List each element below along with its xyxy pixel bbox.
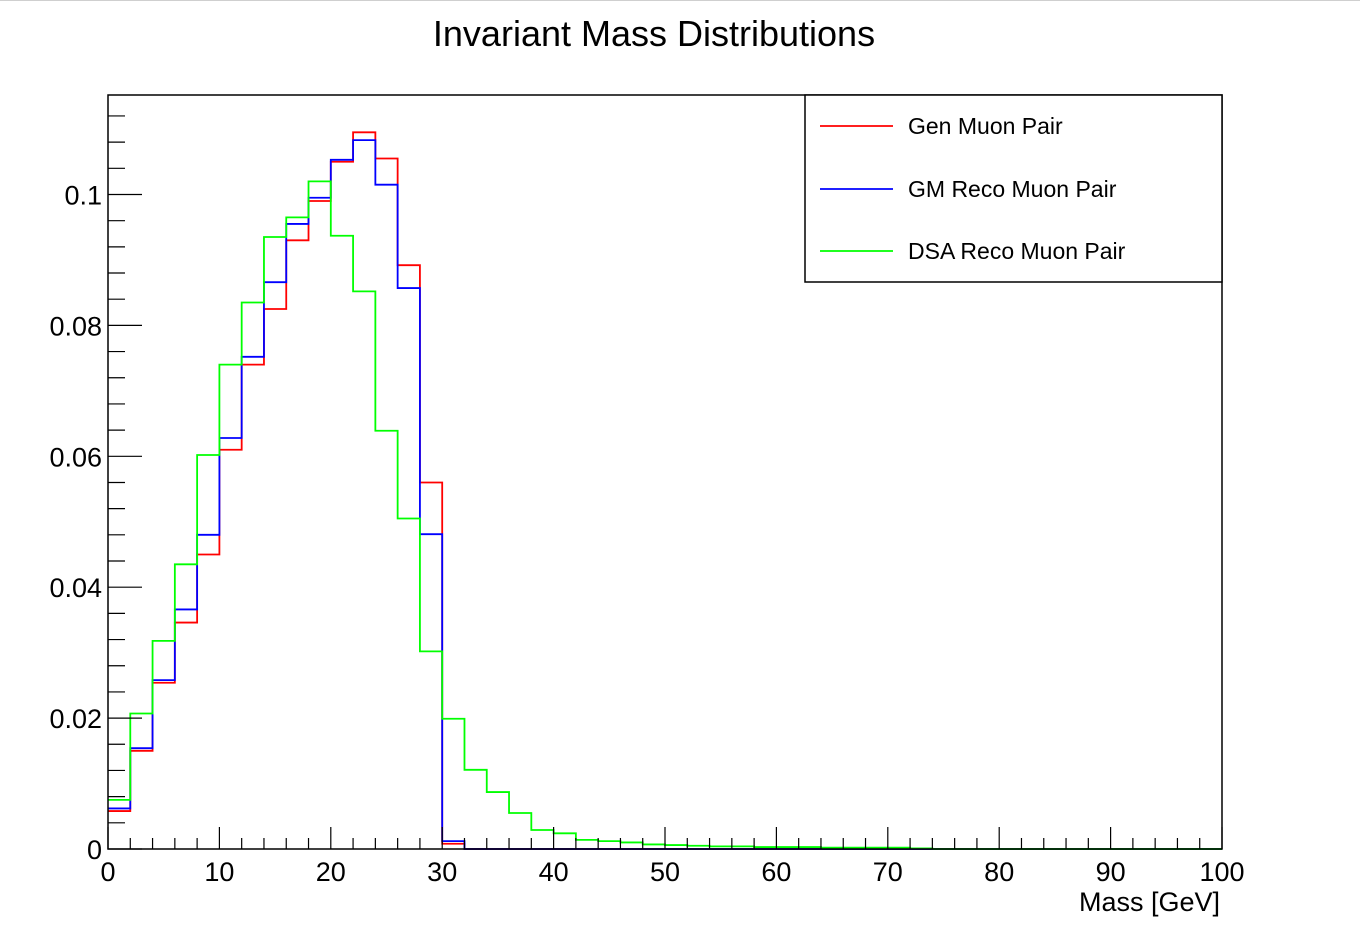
legend-label: DSA Reco Muon Pair — [908, 238, 1126, 264]
legend-label: GM Reco Muon Pair — [908, 176, 1117, 202]
legend: Gen Muon Pair GM Reco Muon Pair DSA Reco M… — [804, 94, 1223, 283]
x-tick-label: 90 — [1096, 857, 1126, 887]
x-tick-label: 80 — [984, 857, 1014, 887]
x-tick-label: 20 — [316, 857, 346, 887]
y-tick-label: 0 — [87, 835, 102, 865]
y-tick-label: 0.1 — [64, 180, 102, 210]
x-axis: 0 10 20 30 40 50 60 70 80 90 100 — [100, 827, 1245, 887]
x-tick-label: 100 — [1199, 857, 1244, 887]
x-tick-label: 70 — [873, 857, 903, 887]
chart-title: Invariant Mass Distributions — [433, 13, 875, 54]
window-top-border — [0, 0, 1360, 1]
legend-label: Gen Muon Pair — [908, 113, 1063, 139]
x-axis-label: Mass [GeV] — [1079, 887, 1220, 917]
y-tick-label: 0.04 — [49, 573, 102, 603]
y-tick-label: 0.02 — [49, 704, 102, 734]
x-tick-label: 0 — [100, 857, 115, 887]
y-axis: 0 0.02 0.04 0.06 0.08 0.1 — [49, 115, 142, 865]
y-tick-label: 0.08 — [49, 311, 102, 341]
y-tick-label: 0.06 — [49, 442, 102, 472]
x-tick-label: 30 — [427, 857, 457, 887]
x-tick-label: 40 — [539, 857, 569, 887]
x-tick-label: 10 — [204, 857, 234, 887]
x-tick-label: 50 — [650, 857, 680, 887]
x-tick-label: 60 — [761, 857, 791, 887]
